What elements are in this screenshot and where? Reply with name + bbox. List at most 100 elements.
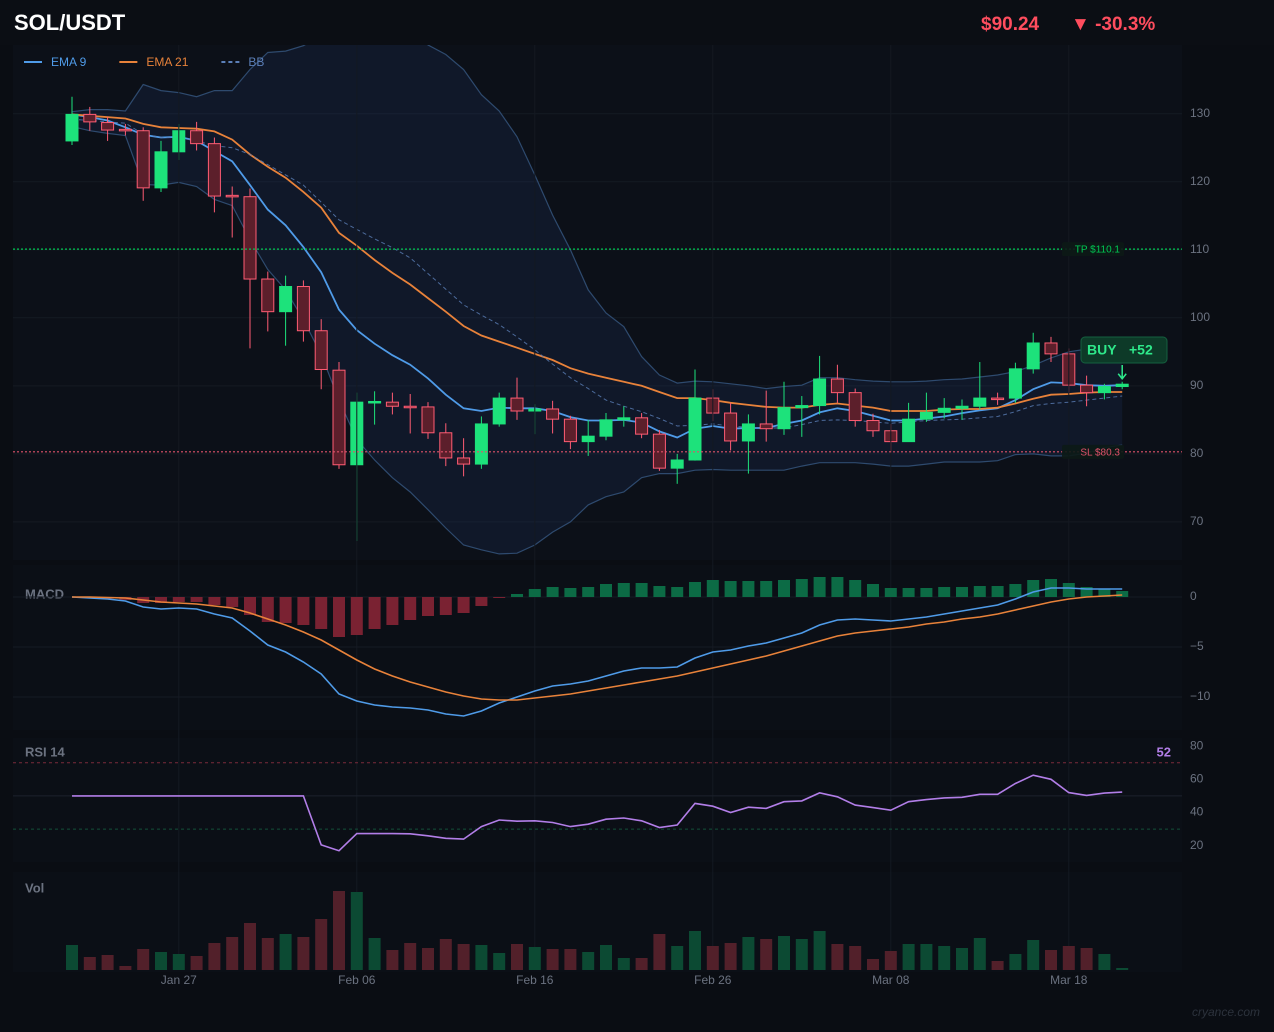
signal-arrow: [1117, 365, 1127, 380]
macd-hist-bar: [689, 582, 701, 597]
macd-hist-bar: [635, 583, 648, 597]
candle-body: [474, 423, 488, 465]
macd-hist-bar: [190, 597, 203, 602]
y-tick-label: 130: [1190, 106, 1210, 120]
candle-body: [919, 411, 933, 420]
legend-label: EMA 9: [51, 55, 87, 69]
y-tick-label: 100: [1190, 310, 1210, 324]
macd-hist-bar: [226, 597, 239, 607]
volume-panel: [13, 872, 1182, 972]
macd-hist-bar: [155, 597, 167, 603]
candle-body: [385, 401, 399, 407]
macd-hist-bar: [404, 597, 417, 620]
signal-score: +52: [1129, 342, 1153, 358]
level-tag: [1062, 242, 1124, 257]
y-tick-label: 70: [1190, 514, 1204, 528]
candle-body: [261, 278, 275, 313]
candle-body: [902, 418, 916, 443]
macd-hist-bar: [778, 580, 790, 597]
macd-hist-bar: [706, 580, 719, 597]
macd-hist-bar: [849, 580, 862, 597]
volume-bar: [422, 948, 434, 970]
volume-bar: [617, 958, 630, 970]
macd-hist-bar: [208, 597, 221, 605]
candle-body: [777, 407, 791, 430]
y-tick-label: 110: [1190, 242, 1209, 256]
macd-hist-bar: [1062, 583, 1075, 597]
volume-bar: [795, 939, 808, 970]
volume-bar: [902, 944, 915, 970]
candle-body: [492, 397, 506, 425]
volume-bar: [333, 891, 345, 970]
volume-bar: [350, 892, 363, 970]
candle-body: [546, 408, 560, 420]
candle-body: [510, 397, 524, 412]
candle-body: [795, 405, 809, 409]
macd-hist-bar: [831, 577, 844, 597]
volume-bar: [137, 949, 150, 970]
volume-bar: [938, 946, 951, 970]
macd-hist-bar: [1098, 589, 1111, 597]
bb-fill: [72, 45, 1123, 554]
volume-bar: [475, 945, 488, 970]
level-tag: [1062, 444, 1124, 459]
signal-box: [1080, 336, 1168, 364]
candle-body: [635, 417, 649, 435]
candle-body: [1008, 368, 1022, 399]
candle-body: [457, 457, 471, 465]
volume-bar: [635, 958, 648, 970]
volume-bar: [689, 931, 701, 970]
x-tick-label: Mar 08: [872, 973, 910, 987]
macd-hist-bar: [528, 589, 541, 597]
watermark: cryance.com: [1192, 1005, 1260, 1019]
macd-hist-bar: [813, 577, 826, 597]
candle-body: [937, 407, 951, 413]
symbol: SOL/USDT: [14, 10, 126, 35]
candle-body: [136, 130, 150, 189]
volume-bar: [119, 966, 132, 970]
macd-hist-bar: [172, 597, 185, 602]
volume-bar: [742, 937, 755, 970]
candle-body: [848, 392, 862, 422]
macd-hist-bar: [244, 597, 256, 615]
candle-body: [118, 128, 132, 132]
y-tick-label: 120: [1190, 174, 1210, 188]
x-tick-label: Mar 18: [1050, 973, 1088, 987]
candle-body: [991, 397, 1005, 401]
volume-bar: [172, 954, 185, 970]
volume-bar: [155, 952, 167, 970]
macd-hist-bar: [546, 587, 559, 597]
macd-hist-bar: [956, 587, 968, 597]
candle-body: [1026, 342, 1040, 370]
macd-hist-bar: [457, 597, 470, 613]
volume-bar: [244, 923, 256, 970]
macd-hist-bar: [493, 597, 506, 598]
macd-hist-bar: [795, 579, 808, 597]
macd-hist-bar: [991, 586, 1004, 597]
volume-bar: [1098, 954, 1111, 970]
candle-body: [617, 417, 631, 421]
candle-body: [599, 419, 613, 437]
macd-line: [72, 594, 1123, 701]
panel-label: Vol: [25, 880, 44, 895]
candle-body: [563, 418, 577, 443]
volume-bar: [991, 961, 1004, 970]
candle-body: [368, 400, 382, 404]
volume-bar: [956, 948, 968, 970]
volume-bar: [1009, 954, 1022, 970]
legend-label: BB: [248, 55, 264, 69]
macd-hist-bar: [511, 594, 523, 597]
y-tick-label: −10: [1190, 689, 1211, 703]
price: $90.24: [981, 14, 1040, 35]
volume-bar: [386, 950, 399, 970]
volume-bar: [261, 938, 274, 970]
volume-bar: [226, 937, 239, 970]
macd-hist-bar: [653, 586, 666, 597]
macd-hist-bar: [475, 597, 488, 606]
x-tick-label: Feb 06: [338, 973, 376, 987]
level-label: SL $80.3: [1080, 447, 1120, 458]
candle-body: [759, 423, 773, 430]
macd-hist-bar: [422, 597, 434, 616]
volume-bar: [297, 937, 310, 970]
